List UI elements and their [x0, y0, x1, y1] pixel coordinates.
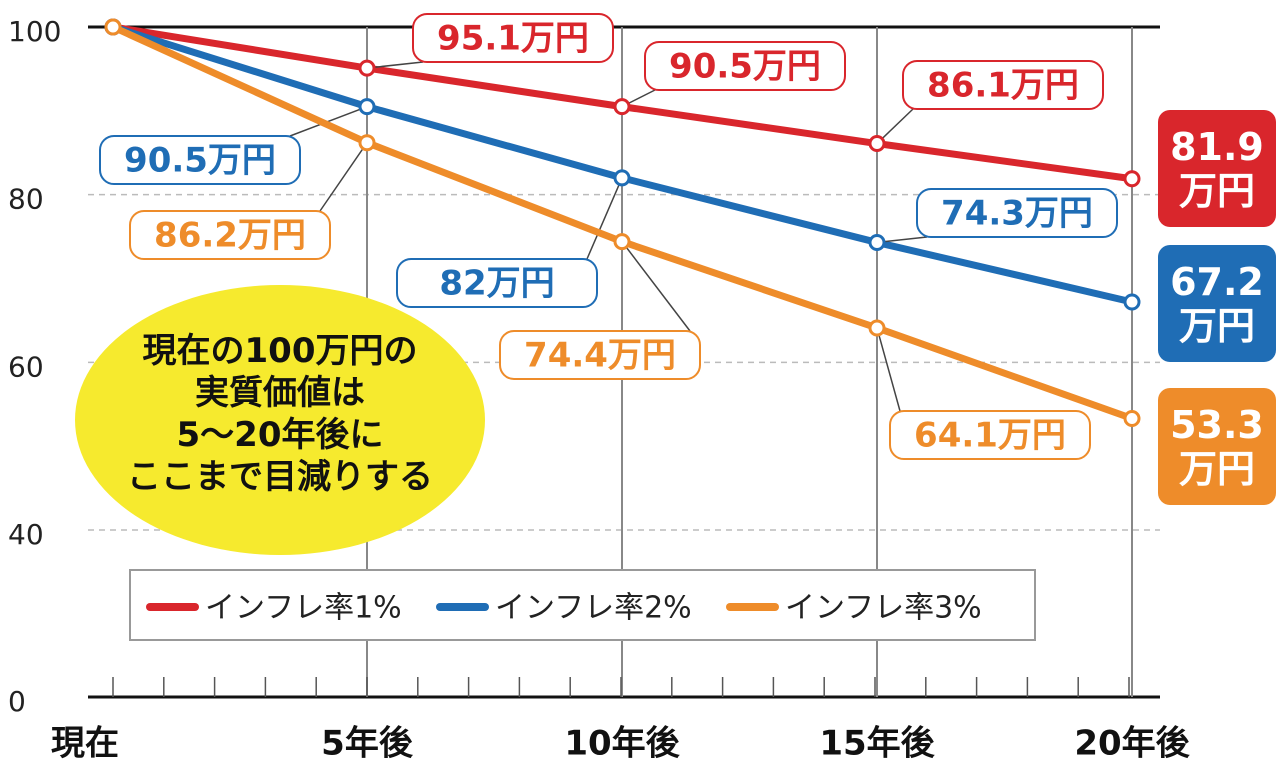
leader [319, 142, 368, 212]
point [1123, 410, 1141, 428]
point [613, 98, 631, 116]
point [1123, 170, 1141, 188]
point [868, 135, 886, 153]
legend-label: インフレ率1% [205, 591, 402, 626]
point [613, 233, 631, 251]
label-box [99, 135, 301, 185]
value-label: 86.2万円 [154, 216, 306, 256]
label-box [644, 41, 846, 91]
value-label: 95.1万円 [437, 19, 589, 59]
end-label-text: 67.2 万円 [1170, 259, 1264, 348]
callout [75, 285, 485, 555]
point [613, 169, 631, 187]
x-tick-label: 現在 [51, 724, 119, 764]
label-box [499, 330, 701, 380]
end-label: 67.2 万円 [1170, 259, 1264, 348]
y-tick-label: 40 [8, 518, 44, 551]
point [104, 18, 122, 36]
annotation-line: 5～20年後に [176, 415, 384, 455]
leader [876, 327, 901, 412]
end-label-box [1158, 388, 1276, 505]
label-box [916, 188, 1118, 238]
legend-label: インフレ率3% [785, 591, 982, 626]
label-box [396, 258, 598, 308]
label-box [902, 60, 1104, 110]
leader [621, 241, 691, 332]
end-label-text: 81.9 万円 [1170, 124, 1264, 213]
x-tick-label: 15年後 [819, 724, 935, 764]
point [868, 319, 886, 337]
point [868, 233, 886, 251]
leader [586, 177, 623, 260]
y-tick-label: 0 [8, 685, 26, 718]
end-label: 81.9 万円 [1170, 124, 1264, 213]
legend [129, 569, 1036, 641]
point [358, 59, 376, 77]
end-label-box [1158, 245, 1276, 362]
value-label: 64.1万円 [914, 416, 1066, 456]
value-label: 86.1万円 [927, 66, 1079, 106]
leader [366, 61, 424, 69]
x-tick-label: 10年後 [564, 724, 680, 764]
point [358, 98, 376, 116]
annotation-line: 現在の100万円の [142, 331, 418, 371]
y-tick-label: 80 [8, 183, 44, 216]
x-tick-label: 20年後 [1074, 724, 1190, 764]
value-label: 90.5万円 [124, 141, 276, 181]
value-label: 90.5万円 [669, 47, 821, 87]
x-tick-label: 5年後 [321, 724, 414, 764]
annotation-line: ここまで目減りする [127, 457, 433, 497]
label-box [889, 410, 1091, 460]
end-label-text: 53.3 万円 [1170, 402, 1264, 491]
value-label: 82万円 [439, 264, 554, 304]
end-label: 53.3 万円 [1170, 402, 1264, 491]
point [1123, 293, 1141, 311]
y-tick-label: 100 [8, 15, 61, 48]
annotation-text: 現在の100万円の 実質価値は 5～20年後に ここまで目減りする [80, 330, 480, 498]
point [358, 134, 376, 152]
value-label: 74.4万円 [524, 336, 676, 376]
end-label-box [1158, 110, 1276, 227]
label-box [412, 13, 614, 63]
label-box [129, 210, 331, 260]
value-label: 74.3万円 [941, 194, 1093, 234]
y-tick-label: 60 [8, 350, 44, 383]
annotation-line: 実質価値は [195, 373, 365, 413]
legend-label: インフレ率2% [495, 591, 692, 626]
